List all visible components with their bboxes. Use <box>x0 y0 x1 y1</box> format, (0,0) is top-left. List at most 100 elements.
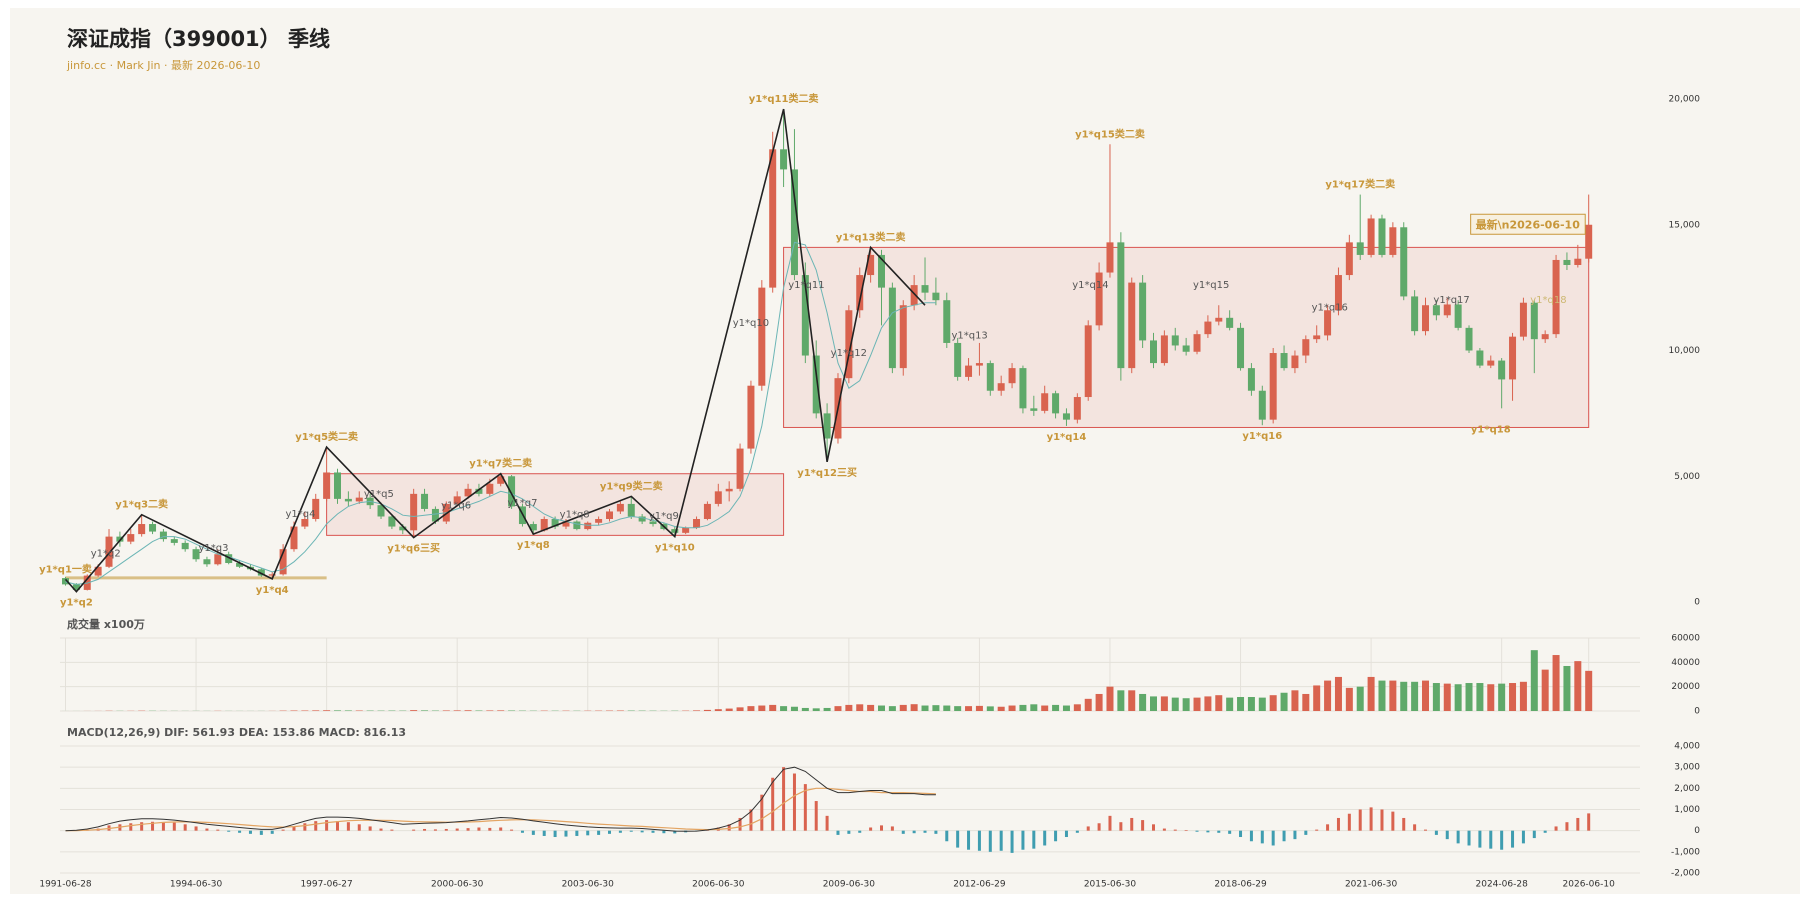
center-label: y1*q16 <box>1312 303 1348 314</box>
candle-body <box>62 578 69 585</box>
macd-bar <box>1119 822 1123 831</box>
volume-bar <box>1585 670 1593 711</box>
y-tick-label: -1,000 <box>1671 847 1700 857</box>
y-tick-label: 3,000 <box>1674 763 1700 773</box>
candle-body <box>878 254 885 288</box>
volume-bar <box>1269 695 1277 711</box>
candle-body <box>159 531 167 540</box>
macd-bar <box>270 830 274 834</box>
volume-bar <box>1193 697 1201 711</box>
volume-bar <box>1106 686 1114 711</box>
macd-bar <box>140 822 144 831</box>
candle-body <box>1356 242 1364 255</box>
macd-bar <box>1293 830 1297 840</box>
center-label: y1*q18 <box>1530 295 1566 306</box>
macd-bar <box>1336 817 1340 831</box>
volume-bar <box>758 705 766 711</box>
candle-body <box>1454 304 1462 328</box>
macd-bar <box>945 830 949 842</box>
y-tick-label: 0 <box>1694 598 1700 608</box>
candle-body <box>1324 310 1332 336</box>
candle-body <box>975 363 983 366</box>
volume-bar <box>1487 684 1495 711</box>
candle-body <box>1498 360 1506 380</box>
volume-bar <box>801 707 809 711</box>
macd-bar <box>151 821 155 831</box>
signal-label: y1*q3二卖 <box>115 498 168 511</box>
macd-bar <box>172 822 176 831</box>
candle-body <box>475 488 483 494</box>
volume-bar <box>421 710 429 711</box>
volume-bar <box>1432 683 1440 711</box>
volume-bar <box>878 705 885 711</box>
y-tick-label: -2,000 <box>1671 869 1700 879</box>
macd-bar <box>1043 830 1047 846</box>
macd-bar <box>1152 824 1155 831</box>
candle-body <box>1400 227 1408 297</box>
candle-body <box>1411 296 1419 332</box>
macd-bar <box>825 815 829 831</box>
candle-body <box>932 292 940 301</box>
candle-body <box>1487 360 1495 366</box>
y-tick-label: 0 <box>1694 826 1700 836</box>
macd-bar <box>629 830 633 832</box>
macd-bar <box>727 824 731 831</box>
macd-bar <box>1369 807 1373 831</box>
macd-bar <box>499 827 503 831</box>
candle-body <box>268 574 276 576</box>
volume-bar <box>747 706 755 711</box>
macd-bar <box>1032 830 1036 849</box>
volume-bar <box>1498 683 1506 711</box>
volume-bar <box>410 710 418 711</box>
volume-bar <box>899 704 907 711</box>
macd-bar <box>183 824 187 831</box>
volume-bar <box>1280 692 1288 711</box>
macd-bar <box>1500 830 1504 850</box>
macd-bar <box>858 830 862 833</box>
candle-body <box>649 521 657 525</box>
volume-bar <box>1019 704 1027 711</box>
volume-bar <box>1400 681 1408 711</box>
candle-body <box>965 365 973 377</box>
macd-bar <box>1489 830 1493 849</box>
candle-body <box>1432 305 1440 316</box>
candle-body <box>388 516 396 527</box>
macd-bar <box>1271 830 1275 846</box>
macd-bar <box>336 821 339 831</box>
volume-bar <box>1237 697 1245 711</box>
candle-body <box>72 584 80 590</box>
volume-bar <box>1226 697 1234 711</box>
volume-bar <box>1552 655 1560 711</box>
macd-bar <box>923 830 927 833</box>
macd-bar <box>205 828 209 831</box>
background <box>10 8 1800 894</box>
candle-body <box>997 383 1005 391</box>
macd-bar <box>433 829 437 831</box>
x-tick-label: 2021-06-30 <box>1345 880 1398 890</box>
y-tick-label: 10,000 <box>1669 346 1701 356</box>
macd-bar <box>1478 830 1482 848</box>
macd-bar <box>444 828 448 831</box>
candle-body <box>736 448 744 489</box>
macd-bar <box>1326 824 1330 831</box>
center-label: y1*q15 <box>1193 280 1229 291</box>
candle-body <box>138 524 146 535</box>
center-label: y1*q9 <box>649 511 679 522</box>
volume-bar <box>1041 705 1049 711</box>
candle-body <box>573 521 581 530</box>
volume-bar <box>997 706 1005 711</box>
macd-bar <box>792 773 796 831</box>
candle-body <box>116 536 124 542</box>
candle-body <box>203 559 211 565</box>
volume-bar <box>812 708 820 711</box>
volume-bar <box>834 706 842 711</box>
candle-body <box>94 566 102 576</box>
candle-body <box>301 519 309 527</box>
candle-body <box>279 549 287 575</box>
macd-bar <box>803 784 807 831</box>
macd-bar <box>597 830 601 835</box>
volume-bar <box>323 710 331 711</box>
volume-bar <box>1291 690 1299 711</box>
macd-bar <box>1282 830 1286 842</box>
